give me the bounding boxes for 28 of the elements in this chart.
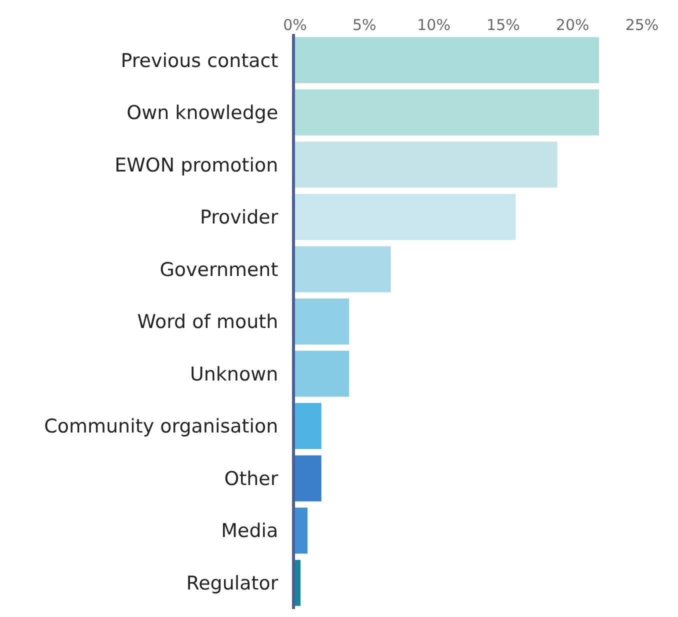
bar [295,298,350,344]
y-tick-label: Media [221,520,278,542]
bar [295,194,516,240]
y-tick-label: Previous contact [120,50,278,72]
x-tick-label: 5% [352,16,376,34]
bar [295,350,350,397]
bar [295,455,322,502]
x-tick-label: 0% [283,16,307,34]
bar [295,37,599,84]
x-tick-label: 25% [625,16,659,34]
y-tick-label: EWON promotion [114,154,278,176]
y-tick-label: Provider [200,206,278,229]
y-tick-label: Other [224,468,278,490]
bar [295,508,308,554]
x-tick-label: 10% [417,16,450,34]
y-tick-label: Regulator [186,572,278,595]
y-tick-label: Community organisation [44,416,278,438]
bar [295,246,391,292]
y-tick-label: Government [160,258,278,281]
bar [295,403,322,450]
x-tick-label: 15% [486,16,520,34]
bar [295,142,558,188]
bar [295,560,301,606]
y-tick-label: Own knowledge [126,102,278,124]
y-tick-label: Unknown [190,363,278,386]
y-tick-label: Word of mouth [137,311,278,334]
x-tick-label: 20% [556,16,590,34]
bar [295,89,599,136]
